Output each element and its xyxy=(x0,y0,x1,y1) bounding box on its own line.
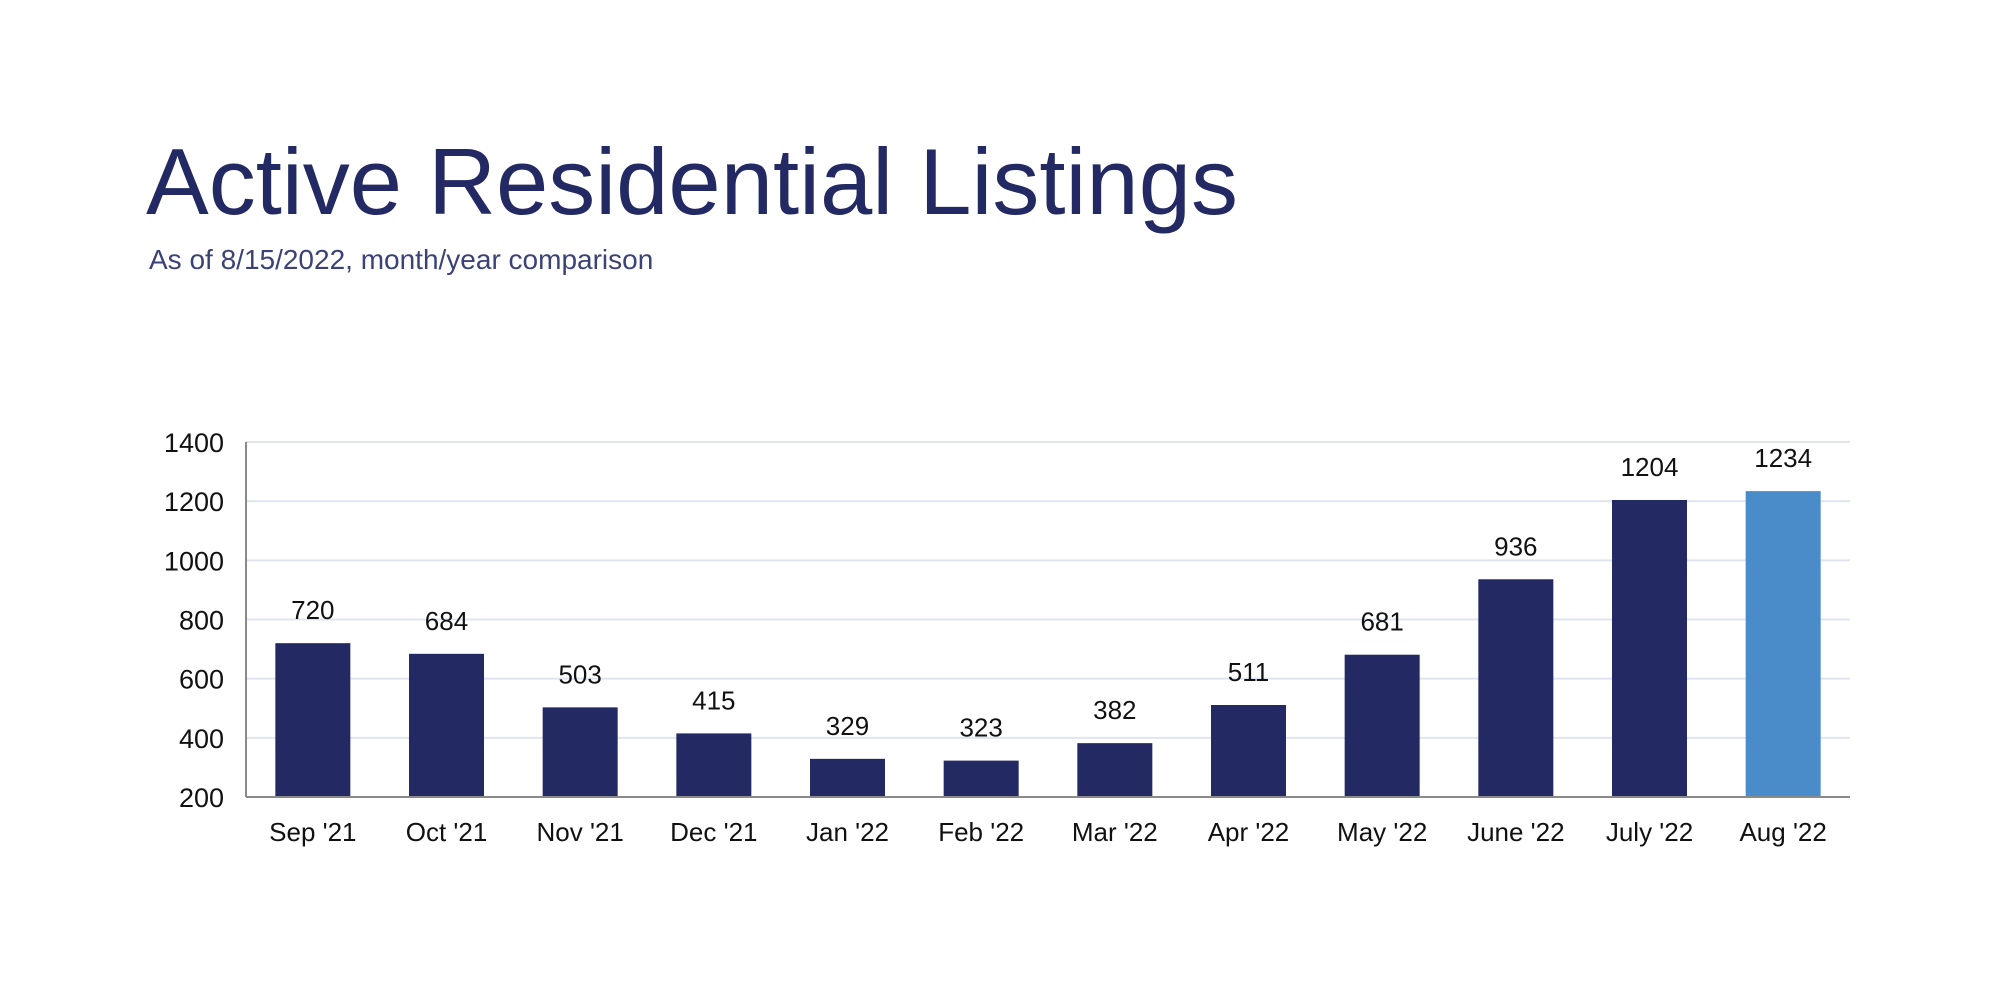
data-label: 1204 xyxy=(1621,452,1679,482)
x-tick-label: Aug '22 xyxy=(1739,817,1826,847)
y-tick-label: 800 xyxy=(179,606,224,636)
bar xyxy=(1077,743,1153,797)
y-tick-label: 200 xyxy=(179,783,224,813)
bar xyxy=(275,643,351,797)
y-tick-label: 400 xyxy=(179,724,224,754)
y-tick-label: 1400 xyxy=(164,428,224,458)
bar xyxy=(943,760,1019,797)
x-tick-label: June '22 xyxy=(1467,817,1565,847)
x-tick-label: Mar '22 xyxy=(1072,817,1158,847)
data-label: 323 xyxy=(959,713,1002,743)
x-tick-label: May '22 xyxy=(1337,817,1427,847)
y-tick-label: 1000 xyxy=(164,546,224,576)
data-label: 720 xyxy=(291,595,334,625)
x-tick-label: Nov '21 xyxy=(536,817,623,847)
y-tick-label: 600 xyxy=(179,665,224,695)
bar xyxy=(1478,579,1554,797)
x-tick-label: Jan '22 xyxy=(806,817,889,847)
bar xyxy=(1745,491,1821,797)
data-label: 684 xyxy=(425,606,468,636)
data-label: 1234 xyxy=(1754,443,1812,473)
data-label: 329 xyxy=(826,711,869,741)
bar xyxy=(1344,654,1420,797)
y-tick-label: 1200 xyxy=(164,487,224,517)
x-tick-label: Sep '21 xyxy=(269,817,356,847)
x-tick-label: Apr '22 xyxy=(1208,817,1290,847)
data-label: 681 xyxy=(1360,607,1403,637)
bar xyxy=(810,758,885,797)
bar xyxy=(542,707,618,797)
data-label: 936 xyxy=(1494,531,1537,561)
data-label: 382 xyxy=(1093,695,1136,725)
bar xyxy=(1211,704,1286,797)
data-label: 415 xyxy=(692,685,735,715)
data-label: 503 xyxy=(558,659,601,689)
x-tick-label: Feb '22 xyxy=(938,817,1024,847)
bar xyxy=(676,733,752,797)
bar xyxy=(1612,499,1687,797)
chart-subtitle: As of 8/15/2022, month/year comparison xyxy=(149,244,654,275)
chart-title: Active Residential Listings xyxy=(146,129,1238,234)
x-tick-label: Oct '21 xyxy=(406,817,488,847)
x-tick-label: July '22 xyxy=(1606,817,1693,847)
x-tick-label: Dec '21 xyxy=(670,817,757,847)
data-label: 511 xyxy=(1228,657,1269,687)
bar xyxy=(409,653,484,797)
